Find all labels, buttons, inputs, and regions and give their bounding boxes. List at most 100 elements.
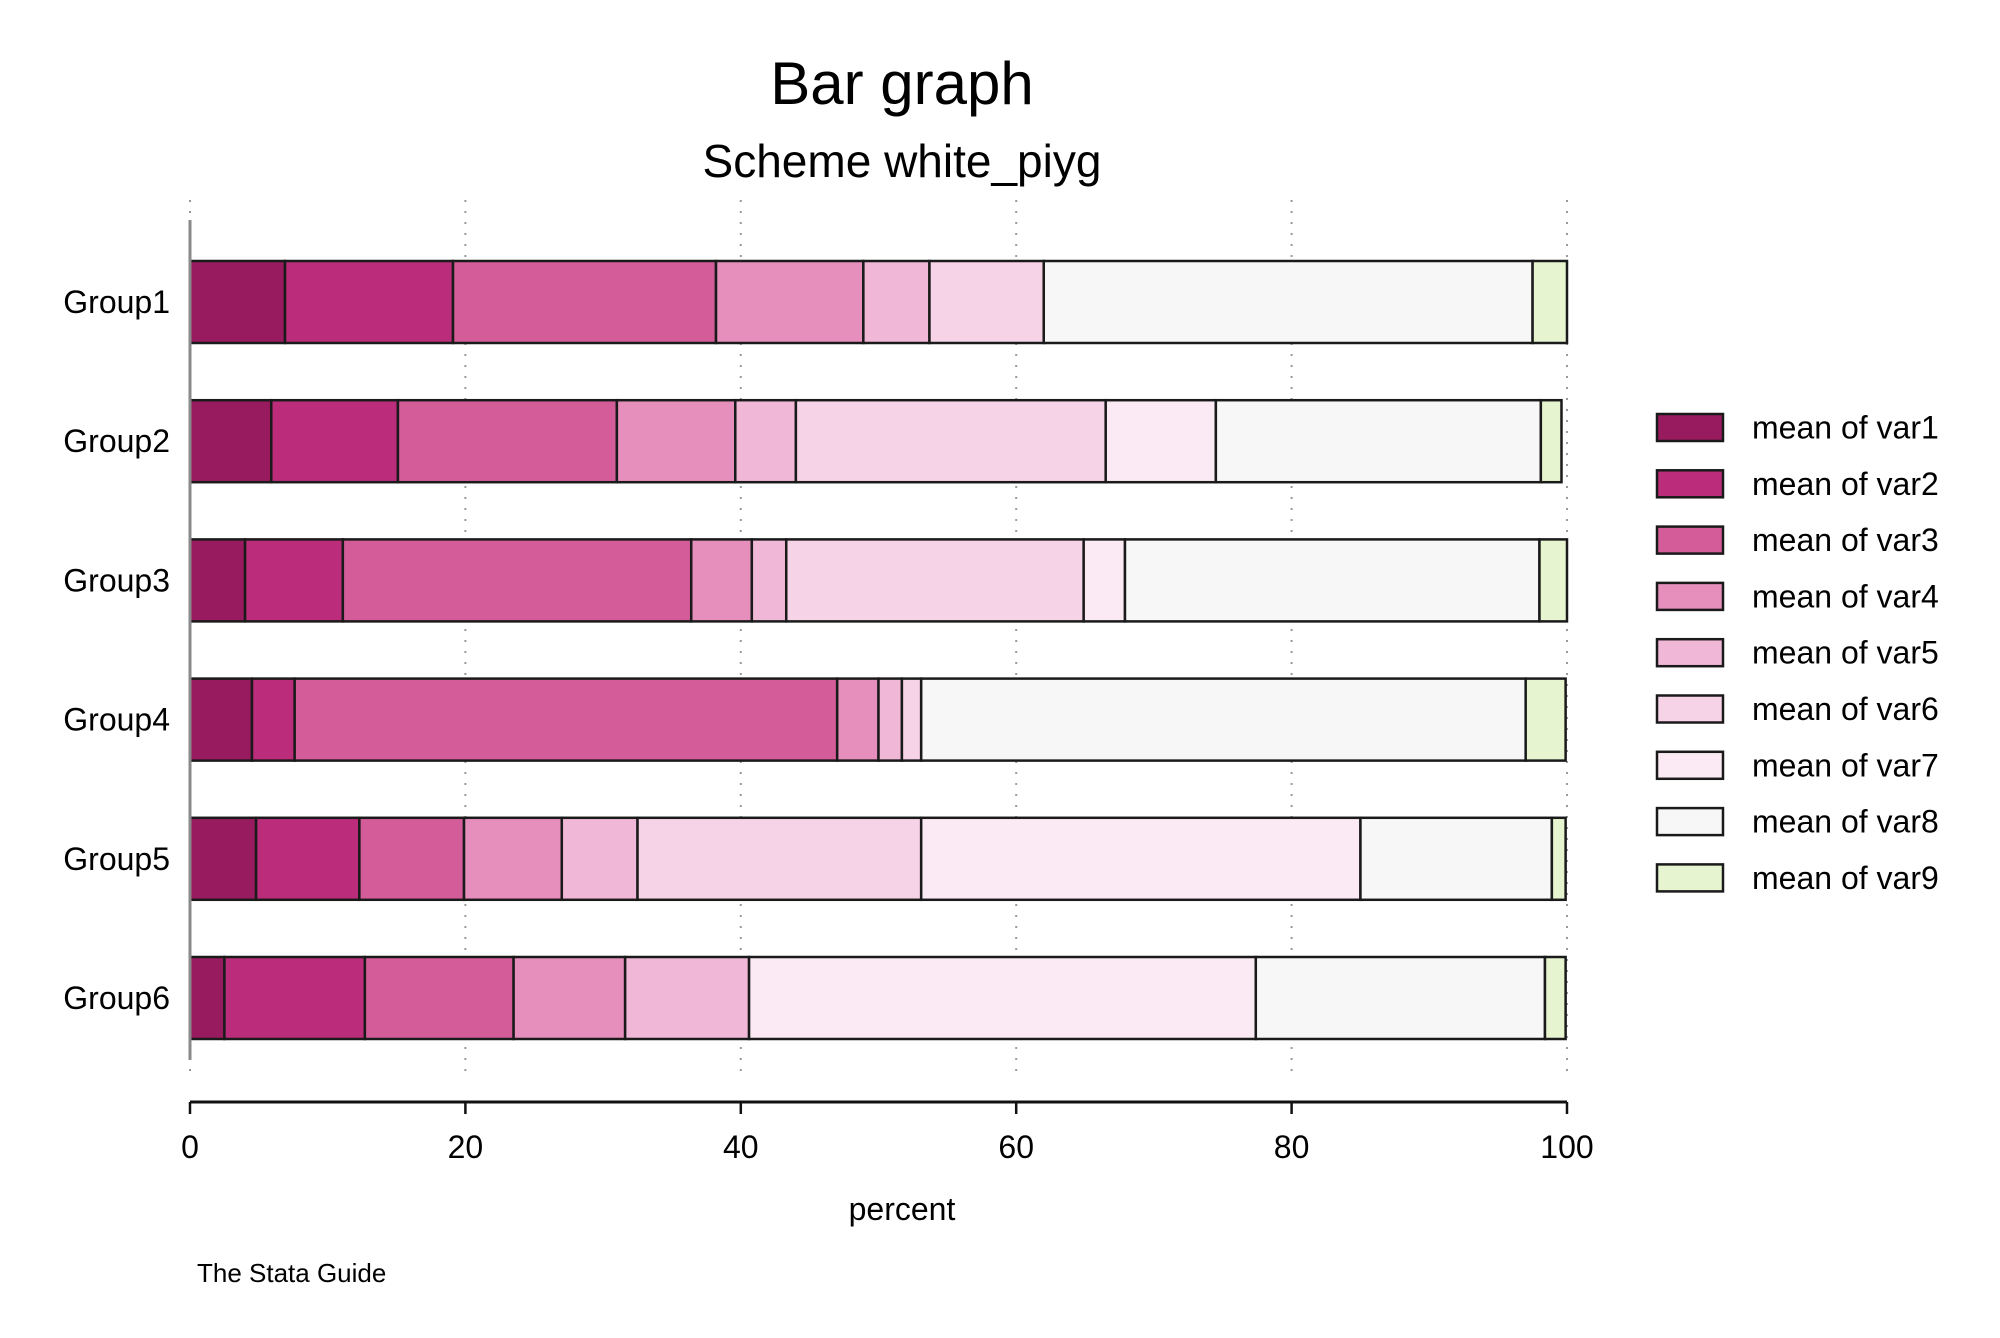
bar-segment-group1-var5 bbox=[862, 259, 931, 345]
legend-swatch-var9 bbox=[1655, 863, 1725, 893]
bar-segment-group1-var6 bbox=[928, 259, 1045, 345]
legend-label-var9: mean of var9 bbox=[1752, 860, 1939, 896]
bar-segment-group3-var1 bbox=[188, 538, 247, 623]
category-labels: Group1 Group2 Group3 Group4 Group5 Group6 bbox=[63, 284, 170, 1016]
legend-label-var3: mean of var3 bbox=[1752, 522, 1939, 558]
bar-group-group5 bbox=[188, 816, 1567, 902]
bar-segment-group4-var5 bbox=[877, 677, 904, 762]
legend: mean of var1 mean of var2 mean of var3 mean… bbox=[1655, 410, 1939, 896]
bar-segment-group1-var8 bbox=[1042, 259, 1534, 345]
legend-item-var8: mean of var8 bbox=[1655, 804, 1939, 840]
legend-swatch-var1 bbox=[1655, 412, 1725, 443]
bar-segment-group5-var3 bbox=[358, 816, 466, 902]
bar-segment-group4-var6 bbox=[900, 677, 923, 762]
bar-segment-group5-var6 bbox=[636, 816, 923, 902]
chart-title: Bar graph bbox=[770, 50, 1034, 117]
bar-group-group1 bbox=[188, 259, 1569, 345]
x-tick-label-40: 40 bbox=[723, 1129, 759, 1165]
bar-segment-group1-var2 bbox=[283, 259, 455, 345]
legend-swatch-var3 bbox=[1655, 525, 1725, 555]
legend-label-var8: mean of var8 bbox=[1752, 804, 1939, 840]
category-label-group1: Group1 bbox=[63, 284, 170, 320]
legend-swatch-var5 bbox=[1655, 637, 1725, 668]
bar-group-group4 bbox=[188, 677, 1567, 762]
bar-segment-group4-var1 bbox=[188, 677, 254, 762]
axes: 0 20 40 60 80 100 bbox=[181, 220, 1594, 1165]
legend-swatch-var4 bbox=[1655, 581, 1725, 612]
bar-segment-group2-var7 bbox=[1104, 398, 1218, 484]
bar-segment-group2-var4 bbox=[615, 398, 737, 484]
bar-segment-group1-var3 bbox=[451, 259, 718, 345]
legend-label-var7: mean of var7 bbox=[1752, 747, 1939, 783]
bar-segment-group5-var9 bbox=[1550, 816, 1567, 902]
bar-group-group3 bbox=[188, 538, 1569, 623]
category-label-group4: Group4 bbox=[63, 702, 170, 738]
legend-label-var4: mean of var4 bbox=[1752, 578, 1939, 614]
bar-segment-group1-var1 bbox=[188, 259, 287, 345]
bars bbox=[188, 259, 1569, 1041]
bar-segment-group1-var4 bbox=[714, 259, 865, 345]
legend-item-var1: mean of var1 bbox=[1655, 410, 1939, 446]
bar-segment-group3-var9 bbox=[1538, 538, 1569, 623]
bar-segment-group2-var2 bbox=[269, 398, 400, 484]
bar-group-group6 bbox=[188, 955, 1567, 1041]
legend-swatch-var2 bbox=[1655, 469, 1725, 499]
bar-segment-group2-var3 bbox=[396, 398, 619, 484]
bar-segment-group3-var8 bbox=[1123, 538, 1541, 623]
bar-segment-group4-var4 bbox=[835, 677, 880, 762]
bar-segment-group6-var7 bbox=[747, 955, 1258, 1041]
bar-segment-group4-var2 bbox=[250, 677, 296, 762]
x-tick-label-80: 80 bbox=[1274, 1129, 1310, 1165]
legend-label-var2: mean of var2 bbox=[1752, 466, 1939, 502]
bar-segment-group3-var5 bbox=[750, 538, 788, 623]
bar-segment-group5-var2 bbox=[254, 816, 361, 902]
bar-segment-group6-var4 bbox=[512, 955, 627, 1041]
x-tick-label-20: 20 bbox=[448, 1129, 484, 1165]
legend-item-var2: mean of var2 bbox=[1655, 466, 1939, 502]
category-label-group2: Group2 bbox=[63, 423, 170, 459]
bar-segment-group6-var9 bbox=[1543, 955, 1567, 1041]
x-tick-label-0: 0 bbox=[181, 1129, 199, 1165]
category-label-group6: Group6 bbox=[63, 980, 170, 1016]
legend-swatch-var6 bbox=[1655, 694, 1725, 724]
legend-swatch-var8 bbox=[1655, 806, 1725, 837]
legend-item-var7: mean of var7 bbox=[1655, 747, 1939, 783]
bar-segment-group3-var2 bbox=[243, 538, 345, 623]
bar-segment-group5-var7 bbox=[919, 816, 1362, 902]
bar-segment-group5-var4 bbox=[462, 816, 564, 902]
bar-segment-group5-var8 bbox=[1359, 816, 1554, 902]
bar-segment-group3-var3 bbox=[341, 538, 693, 623]
bar-segment-group3-var7 bbox=[1082, 538, 1127, 623]
legend-item-var5: mean of var5 bbox=[1655, 635, 1939, 671]
bar-segment-group3-var4 bbox=[689, 538, 754, 623]
bar-segment-group4-var8 bbox=[919, 677, 1527, 762]
legend-item-var6: mean of var6 bbox=[1655, 691, 1939, 727]
bar-segment-group2-var5 bbox=[734, 398, 798, 484]
chart-note: The Stata Guide bbox=[197, 1258, 386, 1288]
bar-segment-group3-var6 bbox=[784, 538, 1085, 623]
legend-item-var9: mean of var9 bbox=[1655, 860, 1939, 896]
bar-segment-group1-var9 bbox=[1531, 259, 1569, 345]
bar-segment-group4-var3 bbox=[293, 677, 839, 762]
legend-label-var5: mean of var5 bbox=[1752, 635, 1939, 671]
chart-subtitle: Scheme white_piyg bbox=[703, 135, 1102, 187]
bar-segment-group2-var9 bbox=[1539, 398, 1563, 484]
bar-segment-group6-var5 bbox=[623, 955, 751, 1041]
category-label-group3: Group3 bbox=[63, 562, 170, 598]
bar-segment-group2-var8 bbox=[1214, 398, 1543, 484]
legend-label-var6: mean of var6 bbox=[1752, 691, 1939, 727]
bar-segment-group2-var1 bbox=[188, 398, 273, 484]
bar-segment-group4-var9 bbox=[1524, 677, 1567, 762]
bar-segment-group6-var1 bbox=[188, 955, 226, 1041]
legend-swatch-var7 bbox=[1655, 750, 1725, 781]
bar-segment-group5-var1 bbox=[188, 816, 258, 902]
legend-label-var1: mean of var1 bbox=[1752, 410, 1939, 446]
bar-segment-group5-var5 bbox=[560, 816, 639, 902]
category-label-group5: Group5 bbox=[63, 841, 170, 877]
x-axis-label: percent bbox=[849, 1191, 956, 1227]
bar-segment-group6-var3 bbox=[363, 955, 515, 1041]
bar-segment-group2-var6 bbox=[794, 398, 1107, 484]
bar-segment-group6-var2 bbox=[223, 955, 367, 1041]
